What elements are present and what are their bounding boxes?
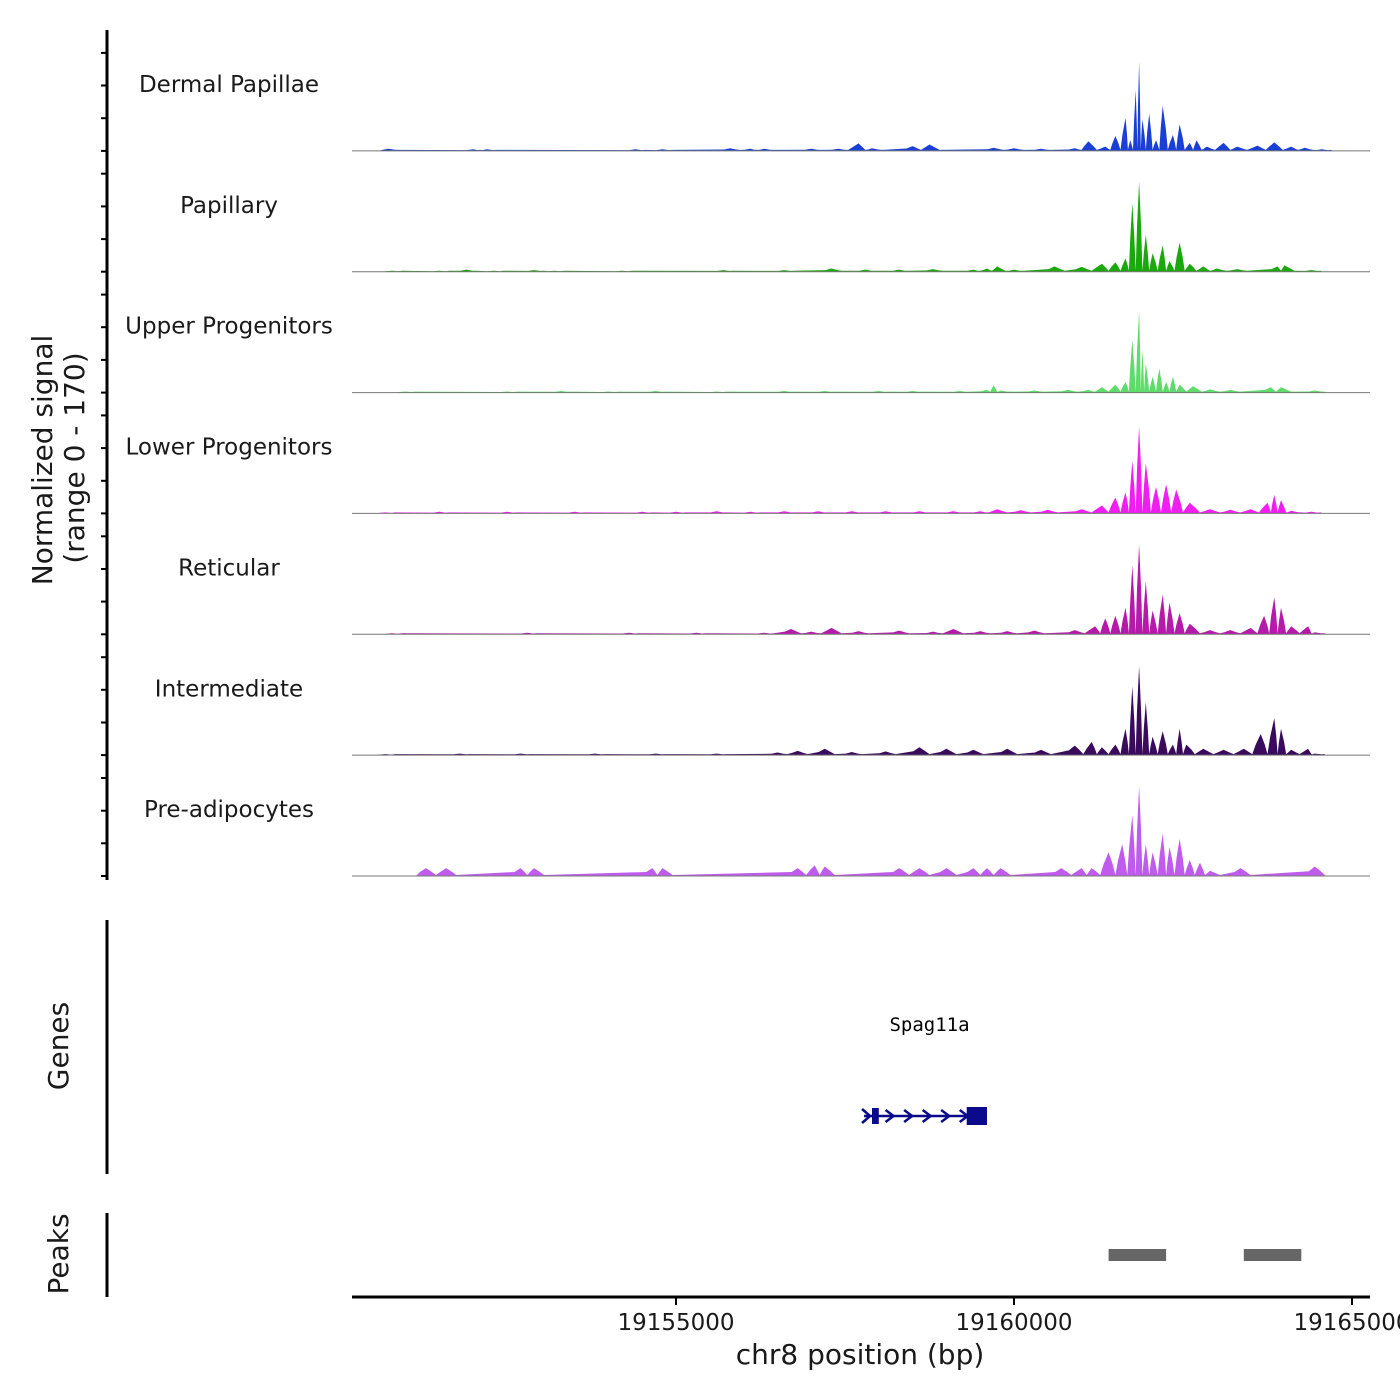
signal-area (415, 786, 1325, 876)
gene-label: Spag11a (889, 1014, 969, 1036)
x-tick-label: 19155000 (617, 1310, 734, 1336)
gene-exon (872, 1108, 879, 1124)
track-lower-progenitors: Lower Progenitors (126, 426, 1370, 514)
track-intermediate: Intermediate (155, 666, 1370, 756)
strand-arrow (903, 1109, 915, 1123)
track-label: Intermediate (155, 676, 303, 702)
signal-area (395, 310, 1325, 393)
strand-arrow (921, 1109, 933, 1123)
signal-area (375, 666, 1325, 756)
x-axis-label: chr8 position (bp) (736, 1338, 985, 1371)
peak-region (1108, 1249, 1167, 1261)
x-axis: 19155000 19160000 19165000 (617, 1297, 1400, 1336)
x-tick-label: 19160000 (955, 1310, 1072, 1336)
peaks-axis-label: Peaks (42, 1213, 75, 1294)
track-dermal-papillae: Dermal Papillae (139, 61, 1370, 152)
track-label: Reticular (178, 555, 280, 581)
track-reticular: Reticular (178, 544, 1370, 635)
genes-axis-label: Genes (42, 1002, 75, 1090)
track-label: Dermal Papillae (139, 72, 319, 98)
signal-area (382, 544, 1325, 635)
peak-track (1108, 1249, 1302, 1261)
gene-track (861, 1107, 987, 1125)
signal-axis-label-line2: (range 0 - 170) (58, 352, 91, 563)
track-upper-progenitors: Upper Progenitors (125, 310, 1370, 394)
gene-start-marker (861, 1108, 872, 1124)
x-tick-label: 19165000 (1293, 1310, 1400, 1336)
signal-area (382, 181, 1322, 272)
strand-arrow (884, 1109, 896, 1123)
peak-region (1243, 1249, 1302, 1261)
signal-y-axis (101, 30, 109, 880)
signal-axis-label-line1: Normalized signal (26, 335, 59, 586)
track-label: Lower Progenitors (126, 435, 333, 461)
track-papillary: Papillary (180, 181, 1370, 273)
track-label: Pre-adipocytes (144, 797, 314, 823)
signal-tracks: Dermal Papillae Papillary Upper Progenitor… (125, 61, 1370, 877)
signal-area (375, 426, 1322, 514)
gene-exon (966, 1107, 987, 1125)
track-pre-adipocytes: Pre-adipocytes (144, 786, 1370, 877)
strand-arrow (940, 1109, 952, 1123)
track-label: Papillary (180, 193, 278, 219)
track-label: Upper Progenitors (125, 314, 333, 340)
signal-area (378, 61, 1332, 151)
